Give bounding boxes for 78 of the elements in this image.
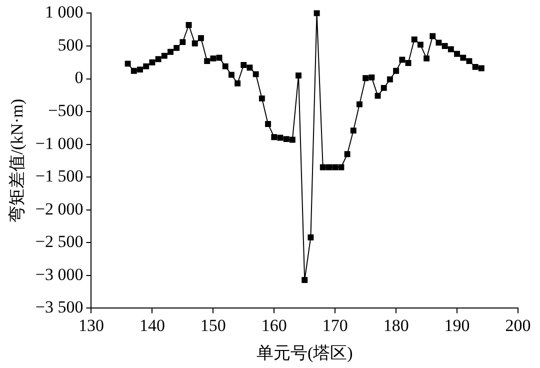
point <box>240 62 247 68</box>
point <box>124 60 131 67</box>
point <box>466 58 472 64</box>
x-tick-label: 170 <box>322 316 348 335</box>
point <box>283 136 290 142</box>
point <box>356 101 362 108</box>
point <box>326 164 332 170</box>
point <box>424 55 430 62</box>
point <box>216 54 222 61</box>
point <box>149 59 156 66</box>
point <box>289 136 296 143</box>
y-axis-title: 弯矩差值/(kN·m) <box>8 98 27 223</box>
point <box>143 63 150 70</box>
point <box>161 52 168 59</box>
point <box>180 39 186 46</box>
point <box>332 164 338 170</box>
point <box>380 84 387 91</box>
point <box>448 46 454 52</box>
point <box>350 128 356 134</box>
point <box>296 72 302 78</box>
x-tick-label: 200 <box>505 316 531 335</box>
point <box>320 164 326 170</box>
point <box>222 63 228 70</box>
x-tick-label: 160 <box>261 316 287 335</box>
point <box>271 134 278 140</box>
point <box>186 22 192 28</box>
point <box>399 56 406 63</box>
y-tick-label: −2 500 <box>35 232 84 252</box>
point <box>168 48 174 55</box>
point <box>393 68 400 74</box>
point <box>302 277 308 283</box>
point <box>155 56 162 62</box>
y-tick-label: −1 500 <box>35 166 84 186</box>
point <box>478 65 484 72</box>
point <box>265 121 272 127</box>
x-tick-label: 130 <box>78 316 104 335</box>
y-tick-label: −3 000 <box>35 264 84 284</box>
point <box>234 80 241 86</box>
point <box>246 64 253 71</box>
point <box>374 92 381 99</box>
x-tick-label: 150 <box>200 316 226 335</box>
y-tick-label: −500 <box>48 101 84 120</box>
point <box>411 36 418 42</box>
y-tick-label: −3 500 <box>35 298 84 317</box>
point <box>436 40 442 46</box>
point <box>442 43 448 49</box>
point <box>454 50 460 57</box>
point <box>386 76 393 82</box>
point <box>228 72 234 78</box>
y-tick-label: −1 000 <box>35 134 84 153</box>
point <box>130 68 137 74</box>
y-tick-label: 500 <box>58 35 84 54</box>
point <box>472 64 478 70</box>
point <box>314 10 320 16</box>
x-axis-title: 单元号(塔区) <box>256 343 353 362</box>
point <box>258 95 265 102</box>
point <box>344 151 350 158</box>
x-tick-label: 180 <box>383 316 409 335</box>
point <box>308 234 314 240</box>
point <box>338 164 344 170</box>
y-tick-label: 0 <box>74 68 84 88</box>
point <box>137 66 143 73</box>
point <box>174 44 180 51</box>
point <box>430 33 436 40</box>
point <box>362 75 369 82</box>
point <box>192 40 198 46</box>
point <box>368 74 375 80</box>
point <box>210 55 216 62</box>
point <box>252 71 259 78</box>
x-tick-label: 190 <box>444 316 470 335</box>
x-tick-label: 140 <box>139 316 165 335</box>
point <box>204 58 210 64</box>
point <box>417 42 424 48</box>
y-tick-label: −2 000 <box>35 199 84 218</box>
point <box>460 54 466 61</box>
point <box>198 35 204 42</box>
y-tick-label: 1 000 <box>44 2 84 22</box>
point <box>405 60 412 66</box>
